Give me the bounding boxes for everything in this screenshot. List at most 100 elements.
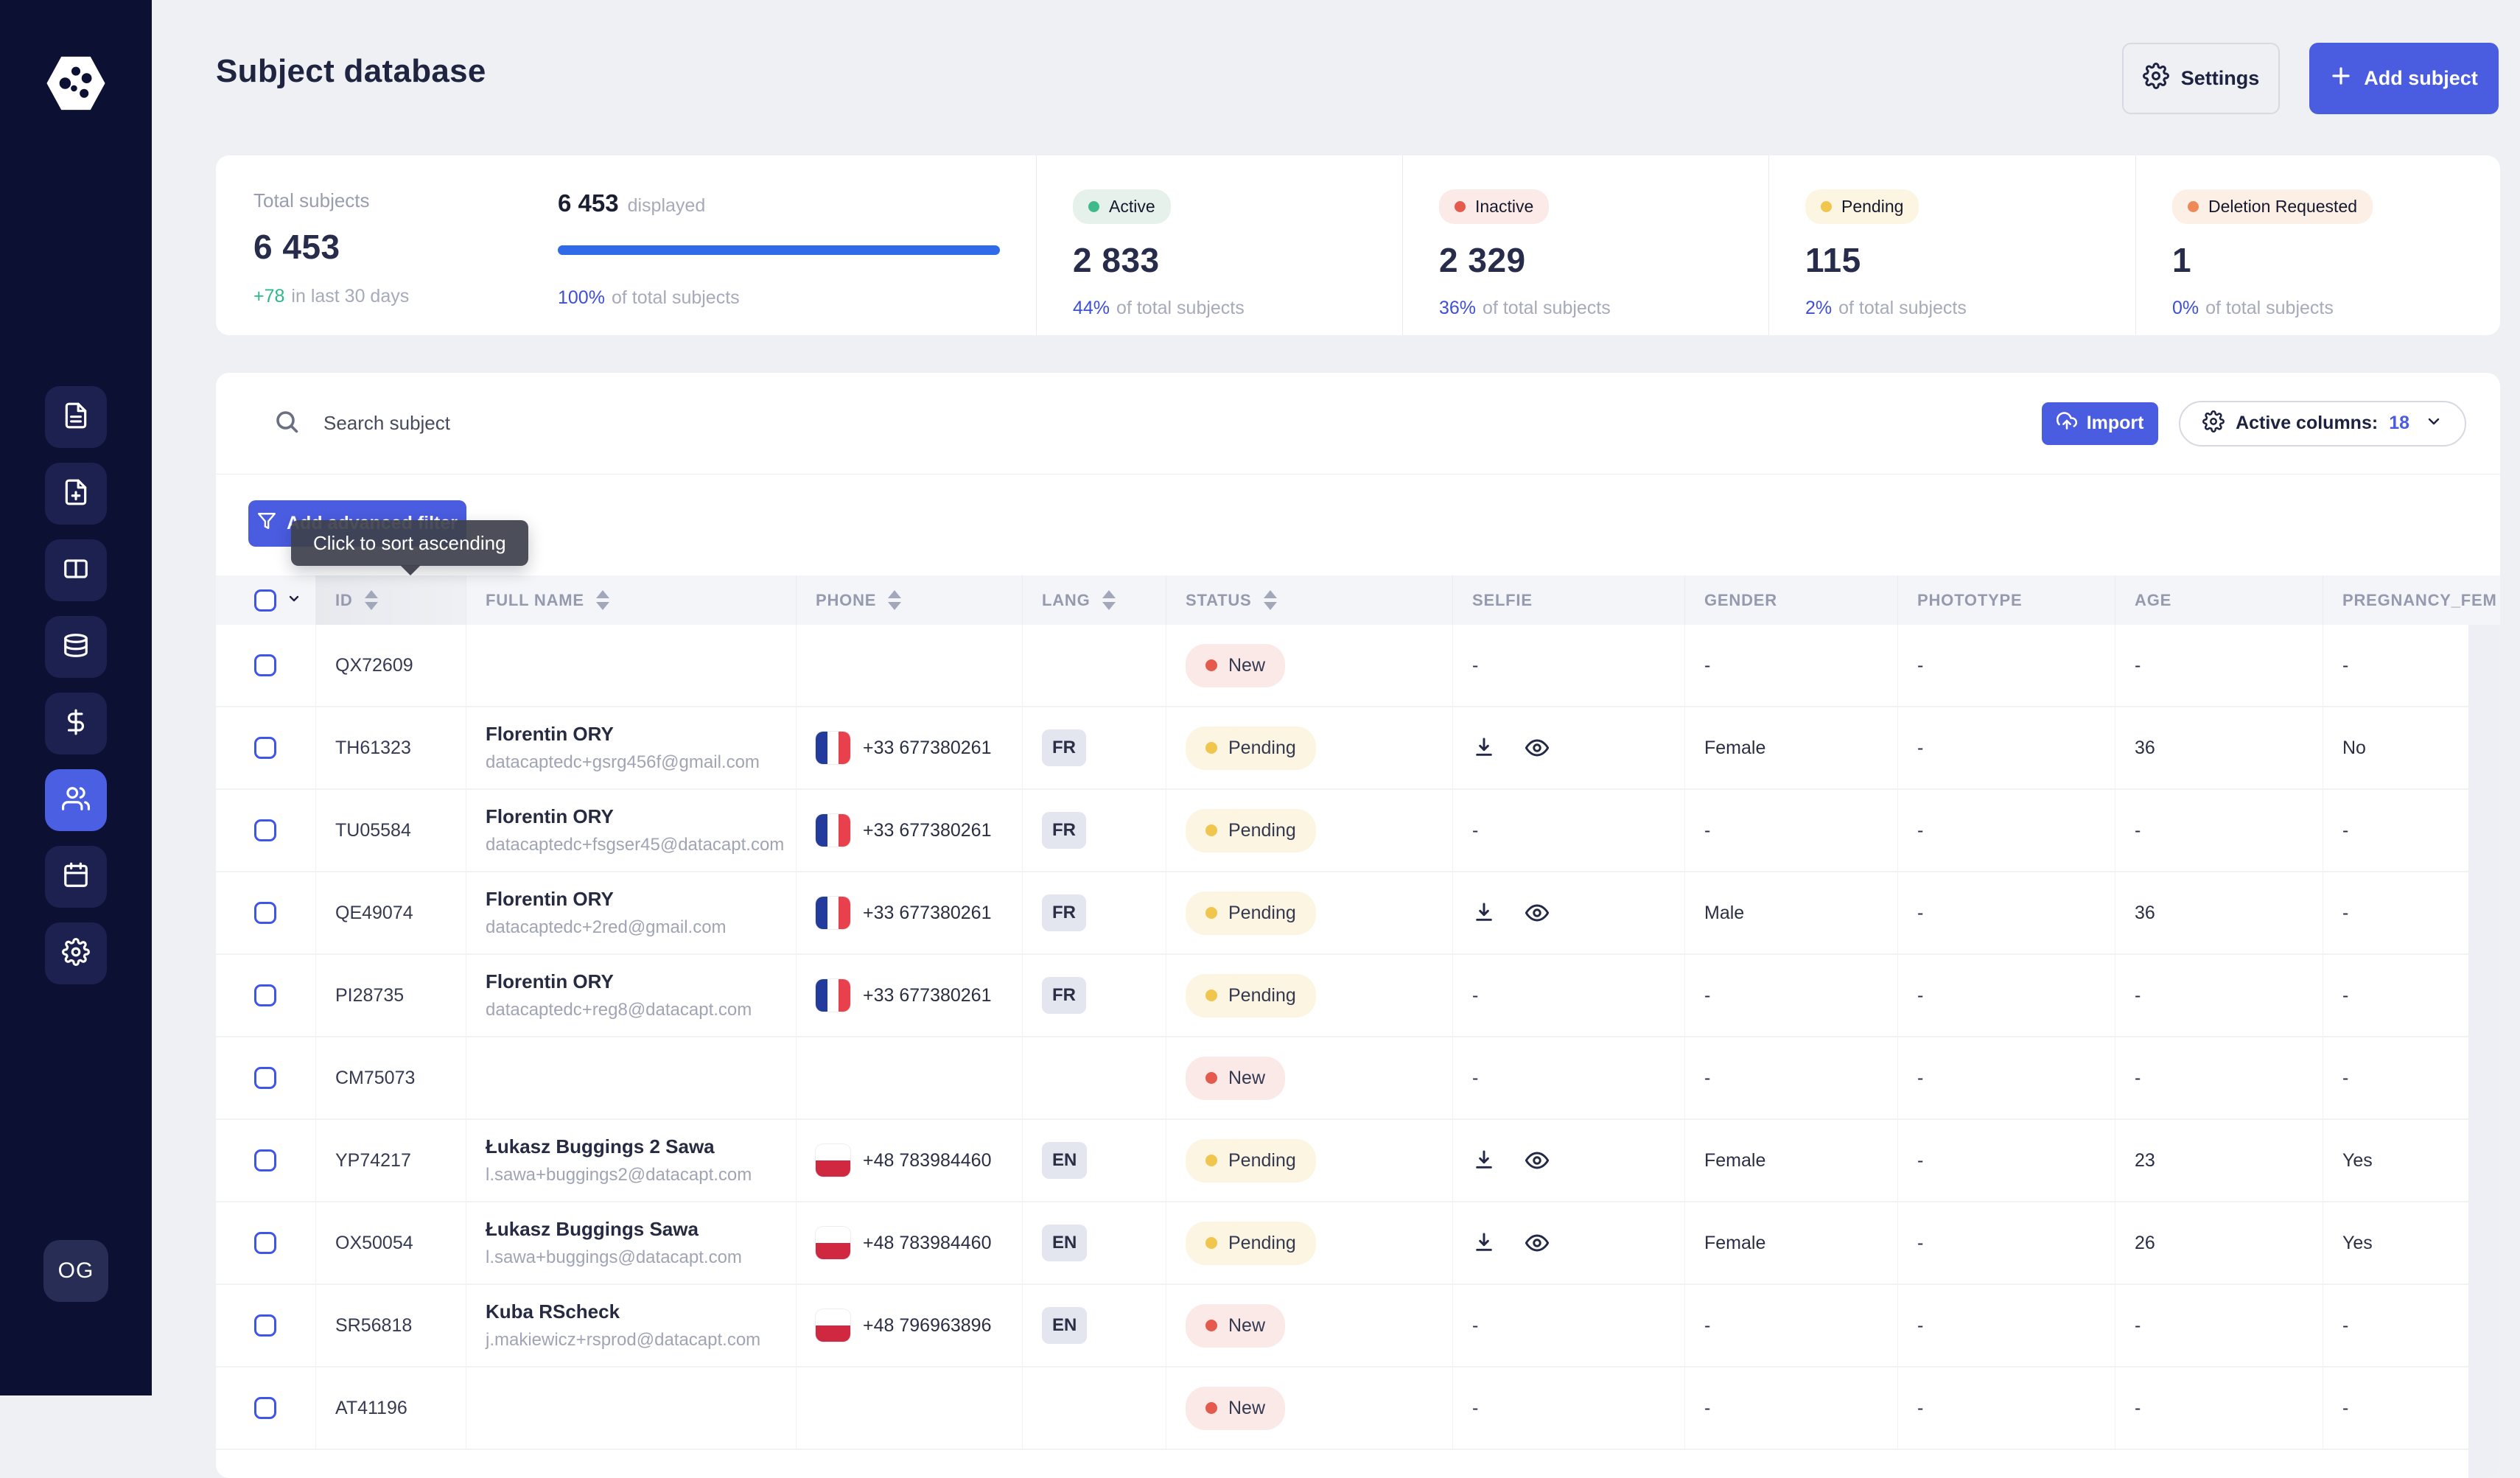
add-subject-button[interactable]: Add subject xyxy=(2309,43,2499,114)
status-badge-inactive: Inactive xyxy=(1439,189,1550,224)
table-scroll-gutter[interactable] xyxy=(2468,625,2500,1478)
country-flag-icon xyxy=(816,1144,850,1177)
column-header-phototype[interactable]: PHOTOTYPE xyxy=(1898,575,2115,625)
stat-value: 6 453 xyxy=(253,228,340,266)
status-dot-icon xyxy=(1205,907,1217,919)
status-badge: New xyxy=(1186,1056,1286,1100)
active-columns-dropdown[interactable]: Active columns: 18 xyxy=(2179,400,2466,446)
subject-id: CM75073 xyxy=(335,1067,416,1088)
columns-icon xyxy=(62,555,90,586)
row-checkbox[interactable] xyxy=(254,1314,276,1337)
status-dot-icon xyxy=(1205,742,1217,754)
sort-icon xyxy=(1263,590,1277,610)
status-dot-icon xyxy=(1205,659,1217,671)
download-selfie-icon[interactable] xyxy=(1472,1231,1496,1255)
table-row[interactable]: CM75073 New - - - - - xyxy=(216,1037,2500,1120)
status-dot-icon xyxy=(1205,1402,1217,1414)
lang-badge: FR xyxy=(1042,729,1086,766)
stat-active: Active 2 833 44% of total subjects xyxy=(1036,155,1402,335)
sidebar-item-database[interactable] xyxy=(45,616,107,678)
column-header-phone[interactable]: PHONE xyxy=(797,575,1023,625)
row-checkbox[interactable] xyxy=(254,654,276,676)
status-dot-icon xyxy=(1205,1237,1217,1249)
sidebar-item-new-document[interactable] xyxy=(45,463,107,525)
sidebar-item-boards[interactable] xyxy=(45,539,107,601)
subject-name: Florentin ORY xyxy=(486,970,614,992)
view-selfie-icon[interactable] xyxy=(1525,1231,1549,1255)
subject-email: datacaptedc+2red@gmail.com xyxy=(486,917,727,937)
user-avatar[interactable]: OG xyxy=(43,1240,108,1302)
subject-id: SR56818 xyxy=(335,1314,413,1336)
active-columns-label: Active columns: xyxy=(2236,413,2379,433)
sidebar-item-billing[interactable] xyxy=(45,693,107,754)
table-row[interactable]: TH61323 Florentin ORY datacaptedc+gsrg45… xyxy=(216,707,2500,790)
table-row[interactable]: YP74217 Łukasz Buggings 2 Sawa l.sawa+bu… xyxy=(216,1120,2500,1202)
sidebar-item-subjects[interactable] xyxy=(45,769,107,831)
column-header-status[interactable]: STATUS xyxy=(1166,575,1453,625)
row-checkbox[interactable] xyxy=(254,1232,276,1254)
table-row[interactable]: SR56818 Kuba RScheck j.makiewicz+rsprod@… xyxy=(216,1285,2500,1367)
active-dot-icon xyxy=(1088,201,1099,212)
subject-phone: +48 783984460 xyxy=(863,1232,992,1253)
column-header-selfie[interactable]: SELFIE xyxy=(1453,575,1685,625)
sidebar-item-documents[interactable] xyxy=(45,386,107,448)
table-row[interactable]: PI28735 Florentin ORY datacaptedc+reg8@d… xyxy=(216,955,2500,1037)
country-flag-icon xyxy=(816,1309,850,1342)
view-selfie-icon[interactable] xyxy=(1525,736,1549,760)
row-checkbox[interactable] xyxy=(254,984,276,1006)
table-row[interactable]: TU05584 Florentin ORY datacaptedc+fsgser… xyxy=(216,790,2500,872)
download-selfie-icon[interactable] xyxy=(1472,1149,1496,1172)
row-checkbox[interactable] xyxy=(254,1397,276,1419)
dollar-icon xyxy=(62,708,90,740)
row-checkbox[interactable] xyxy=(254,1149,276,1171)
subject-age: 23 xyxy=(2135,1149,2155,1171)
subject-name: Kuba RScheck xyxy=(486,1300,620,1323)
sort-tooltip-text: Click to sort ascending xyxy=(313,531,506,554)
stat-percent-suffix: of total subjects xyxy=(1483,298,1611,318)
column-header-full-name[interactable]: FULL NAME xyxy=(466,575,797,625)
subject-gender: Female xyxy=(1704,1149,1766,1171)
column-header-gender[interactable]: GENDER xyxy=(1685,575,1898,625)
subject-phone: +48 783984460 xyxy=(863,1149,992,1171)
stat-displayed: 6 453 displayed 100% of total subjects xyxy=(558,155,1036,335)
selfie-empty: - xyxy=(1472,1314,1479,1336)
stat-deletion-requested: Deletion Requested 1 0% of total subjects xyxy=(2135,155,2500,335)
stat-label: Total subjects xyxy=(253,189,370,211)
view-selfie-icon[interactable] xyxy=(1525,901,1549,925)
column-header-pregnancy-fem[interactable]: PREGNANCY_FEM xyxy=(2342,590,2497,609)
search-input[interactable] xyxy=(323,412,2043,435)
row-checkbox[interactable] xyxy=(254,902,276,924)
stat-percent-suffix: of total subjects xyxy=(1116,298,1245,318)
row-checkbox[interactable] xyxy=(254,1067,276,1089)
selfie-empty: - xyxy=(1472,1397,1479,1418)
subject-phototype: - xyxy=(1917,654,1924,676)
view-selfie-icon[interactable] xyxy=(1525,1149,1549,1172)
download-selfie-icon[interactable] xyxy=(1472,901,1496,925)
table-row[interactable]: AT41196 New - - - - - xyxy=(216,1367,2500,1450)
chevron-down-icon[interactable] xyxy=(285,589,303,612)
download-selfie-icon[interactable] xyxy=(1472,736,1496,760)
gear-icon xyxy=(62,937,90,970)
subject-id: QE49074 xyxy=(335,902,413,923)
row-checkbox[interactable] xyxy=(254,819,276,841)
select-all-checkbox[interactable] xyxy=(254,589,276,612)
subject-age: 36 xyxy=(2135,737,2155,758)
app-logo xyxy=(44,52,108,115)
subject-id: TH61323 xyxy=(335,737,411,758)
row-checkbox[interactable] xyxy=(254,737,276,759)
subject-gender: - xyxy=(1704,1314,1711,1336)
table-row[interactable]: QE49074 Florentin ORY datacaptedc+2red@g… xyxy=(216,872,2500,955)
sidebar-item-settings[interactable] xyxy=(45,922,107,984)
subject-phone: +33 677380261 xyxy=(863,819,992,841)
table-row[interactable]: OX50054 Łukasz Buggings Sawa l.sawa+bugg… xyxy=(216,1202,2500,1285)
column-header-lang[interactable]: LANG xyxy=(1023,575,1166,625)
table-row[interactable]: QX72609 New - - - - - xyxy=(216,625,2500,707)
column-header-age[interactable]: AGE xyxy=(2115,575,2323,625)
status-badge-active: Active xyxy=(1073,189,1171,224)
subject-age: - xyxy=(2135,654,2141,676)
column-header-id[interactable]: ID xyxy=(316,575,466,625)
import-button[interactable]: Import xyxy=(2042,402,2159,445)
sidebar-item-calendar[interactable] xyxy=(45,846,107,908)
settings-button[interactable]: Settings xyxy=(2122,43,2280,114)
database-icon xyxy=(62,631,90,663)
